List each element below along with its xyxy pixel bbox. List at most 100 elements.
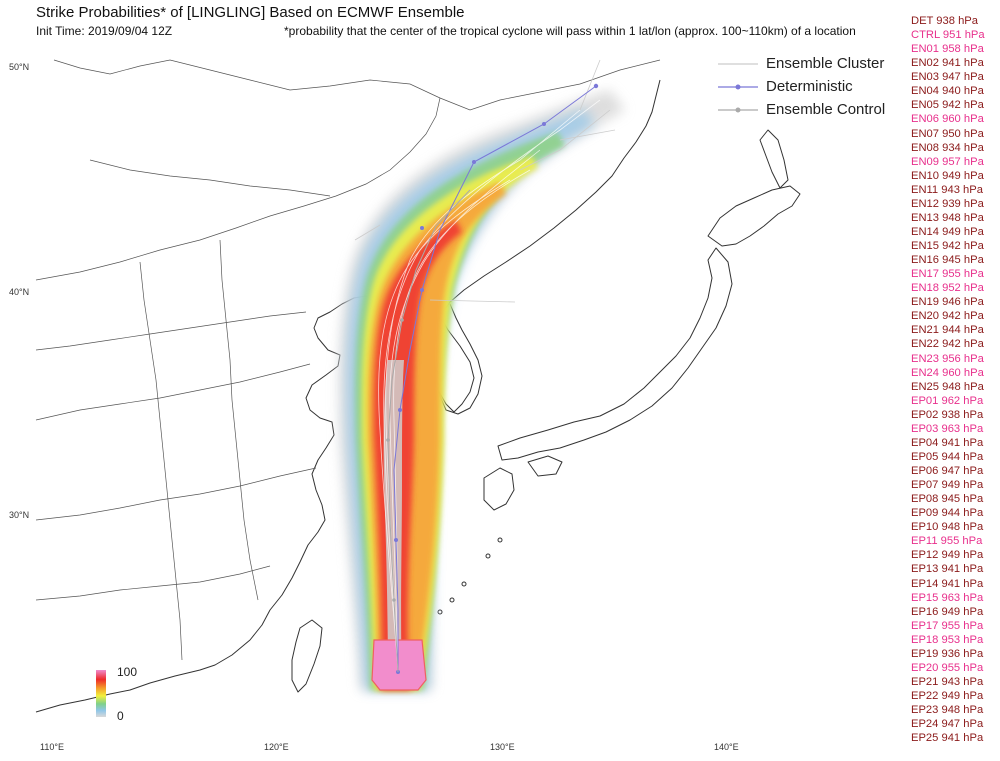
member-id: EN22 (911, 338, 939, 351)
member-id: EP11 (911, 535, 938, 548)
member-entry: EN16 945 hPa (911, 253, 999, 267)
member-entry: EP11 955 hPa (911, 534, 999, 548)
member-entry: EN19 946 hPa (911, 295, 999, 309)
member-entry: EN06 960 hPa (911, 112, 999, 126)
lat-label-50: 50°N (9, 62, 30, 72)
borders (35, 59, 661, 661)
member-id: EP24 (911, 718, 939, 731)
member-entry: EP20 955 hPa (911, 661, 999, 675)
line-dot-icon (718, 84, 758, 89)
member-pressure: 949 hPa (941, 549, 984, 562)
member-pressure: 940 hPa (942, 85, 984, 98)
member-id: EN17 (911, 268, 939, 281)
member-pressure: 948 hPa (942, 211, 984, 224)
legend-item-ensemble-control: Ensemble Control (718, 98, 885, 121)
member-pressure: 957 hPa (942, 155, 984, 168)
member-entry: EN10 949 hPa (911, 169, 999, 183)
member-id: EP18 (911, 633, 939, 646)
member-id: EN03 (911, 71, 939, 84)
member-entry: EN23 956 hPa (911, 352, 999, 366)
member-id: EN01 (911, 43, 939, 56)
member-entry: EP18 953 hPa (911, 633, 999, 647)
member-entry: EP25 941 hPa (911, 731, 999, 745)
member-pressure: 942 hPa (942, 310, 984, 323)
member-id: EP20 (911, 661, 939, 674)
member-entry: EN04 940 hPa (911, 84, 999, 98)
member-pressure-list: DET 938 hPa CTRL 951 hPa EN01 958 hPa EN02 … (911, 14, 999, 745)
member-id: EN15 (911, 240, 939, 252)
lon-label-140: 140°E (714, 742, 739, 752)
member-id: EN16 (911, 254, 939, 267)
member-pressure: 942 hPa (942, 338, 984, 351)
member-entry: EN09 957 hPa (911, 155, 999, 169)
member-entry: EN24 960 hPa (911, 366, 999, 380)
member-id: CTRL (911, 29, 940, 42)
lon-label-120: 120°E (264, 742, 289, 752)
member-pressure: 934 hPa (942, 141, 984, 154)
member-entry: EP16 949 hPa (911, 605, 999, 619)
member-entry: EP14 941 hPa (911, 577, 999, 591)
member-entry: EN15 942 hPa (911, 239, 999, 253)
member-pressure: 955 hPa (941, 661, 984, 674)
member-entry: EP08 945 hPa (911, 492, 999, 506)
member-pressure: 949 hPa (941, 605, 984, 618)
member-entry: EN12 939 hPa (911, 197, 999, 211)
member-pressure: 941 hPa (941, 563, 984, 576)
member-pressure: 955 hPa (940, 535, 983, 548)
member-entry: EP09 944 hPa (911, 506, 999, 520)
member-entry: EN07 950 hPa (911, 127, 999, 141)
member-entry: EN05 942 hPa (911, 98, 999, 112)
probability-colorbar (96, 670, 106, 717)
member-pressure: 949 hPa (941, 479, 984, 492)
swath-pink-origin (371, 639, 427, 691)
member-pressure: 941 hPa (941, 436, 984, 449)
member-entry: EP06 947 hPa (911, 464, 999, 478)
member-pressure: 947 hPa (941, 718, 984, 731)
member-pressure: 941 hPa (942, 57, 984, 70)
member-pressure: 942 hPa (942, 240, 984, 252)
member-entry: EN13 948 hPa (911, 211, 999, 225)
member-pressure: 944 hPa (941, 450, 984, 463)
member-entry: EP05 944 hPa (911, 450, 999, 464)
member-pressure: 941 hPa (941, 577, 984, 590)
ensemble-outlier-tracks (354, 59, 616, 303)
member-entry: EN08 934 hPa (911, 141, 999, 155)
member-pressure: 942 hPa (942, 99, 984, 112)
member-entry: EN01 958 hPa (911, 42, 999, 56)
japan-honshu (497, 247, 733, 461)
member-pressure: 948 hPa (942, 380, 984, 393)
member-pressure: 955 hPa (941, 619, 984, 632)
member-entry: EP07 949 hPa (911, 478, 999, 492)
legend-label: Deterministic (766, 78, 853, 95)
member-pressure: 949 hPa (942, 169, 984, 182)
member-pressure: 944 hPa (942, 324, 984, 337)
member-pressure: 944 hPa (941, 507, 984, 520)
member-entry: EN14 949 hPa (911, 225, 999, 239)
member-pressure: 960 hPa (942, 366, 984, 379)
member-entry: EP04 941 hPa (911, 436, 999, 450)
member-entry: EN03 947 hPa (911, 70, 999, 84)
member-id: EP05 (911, 450, 939, 463)
taiwan-coast (291, 619, 323, 693)
member-pressure: 936 hPa (941, 647, 984, 660)
legend-label: Ensemble Control (766, 101, 886, 118)
member-entry: EN18 952 hPa (911, 281, 999, 295)
probability-footnote: *probability that the center of the trop… (284, 24, 856, 38)
legend-item-deterministic: Deterministic (718, 75, 885, 98)
legend-item-ensemble-cluster: Ensemble Cluster (718, 52, 885, 75)
member-id: EP07 (911, 479, 939, 492)
member-pressure: 956 hPa (942, 352, 984, 365)
member-id: EP06 (911, 465, 939, 477)
member-entry: EN25 948 hPa (911, 380, 999, 394)
member-pressure: 963 hPa (941, 591, 984, 604)
member-entry: EP10 948 hPa (911, 520, 999, 534)
member-id: EN24 (911, 366, 939, 379)
member-id: EN05 (911, 99, 939, 112)
member-pressure: 938 hPa (936, 15, 978, 27)
init-time: Init Time: 2019/09/04 12Z (36, 24, 173, 38)
member-pressure: 951 hPa (942, 29, 985, 42)
member-id: EP19 (911, 647, 939, 660)
member-id: EN25 (911, 380, 939, 393)
member-entry: EP22 949 hPa (911, 689, 999, 703)
member-id: EN07 (911, 127, 939, 140)
